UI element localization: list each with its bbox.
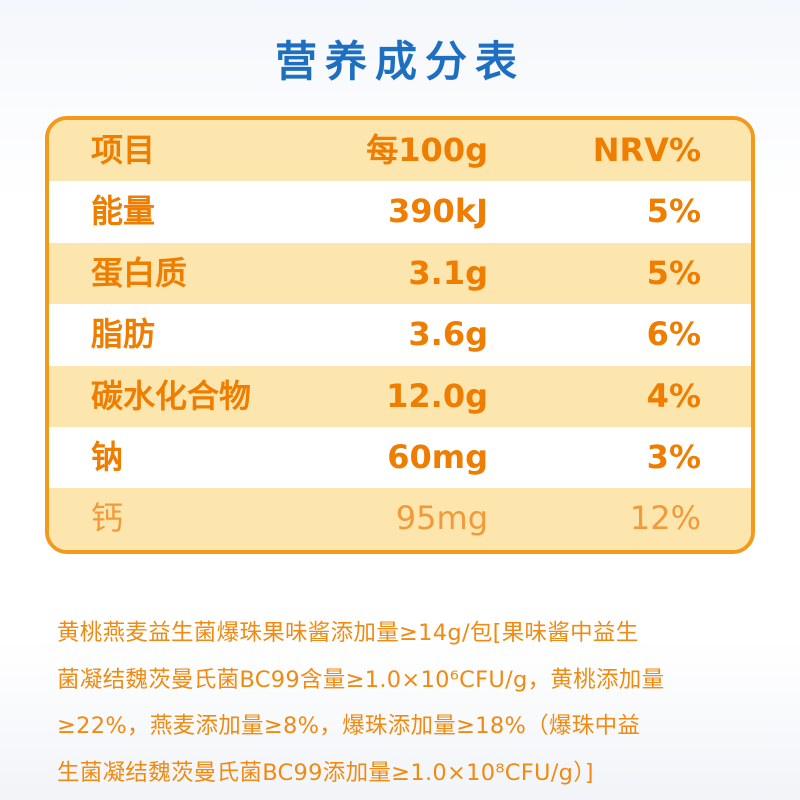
header-cell: 每100g (366, 131, 488, 169)
note-line: ≥22%，燕麦添加量≥8%，爆珠添加量≥18%（爆珠中益 (57, 713, 641, 739)
table-row: 碳水化合物 12.0g 4% (49, 365, 751, 427)
table-cell: 钙 (91, 499, 124, 538)
table-header: 项目 每100g NRV% (49, 120, 751, 182)
header-cell: 项目 (91, 131, 156, 169)
table-cell: 钠 (91, 437, 124, 476)
table-row: 能量 390kJ 5% (49, 181, 751, 242)
table-row: 脂肪 3.6g 6% (49, 304, 751, 365)
note-line: 黄桃燕麦益生菌爆珠果味酱添加量≥14g/包[果味酱中益生 (57, 620, 639, 646)
table-cell: 3.1g (408, 253, 488, 292)
note: 黄桃燕麦益生菌爆珠果味酱添加量≥14g/包[果味酱中益生 菌凝结魏茨曼氏菌BC99… (57, 610, 757, 796)
nutrition-table: 项目 每100g NRV% 能量 390kJ 5% 蛋白质 3.1g 5% 脂肪 3.6g 6% 碳水化… (45, 116, 755, 554)
table-cell: 12% (629, 499, 701, 538)
table-cell: 5% (646, 192, 701, 231)
table-row: 钠 60mg 3% (49, 427, 751, 488)
table-cell: 3% (646, 437, 701, 476)
table-row: 蛋白质 3.1g 5% (49, 242, 751, 305)
table-cell: 6% (646, 315, 701, 354)
table-cell: 4% (646, 376, 701, 415)
table-cell: 能量 (91, 192, 156, 231)
table-row: 钙 95mg 12% (49, 488, 751, 550)
table-cell: 12.0g (386, 376, 488, 415)
title: 营养成分表 (274, 37, 525, 86)
table-cell: 95mg (395, 499, 488, 538)
table-cell: 碳水化合物 (91, 376, 252, 415)
table-cell: 蛋白质 (91, 253, 188, 292)
note-line: 生菌凝结魏茨曼氏菌BC99添加量≥1.0×10⁸CFU/g）] (57, 759, 594, 786)
note-line: 菌凝结魏茨曼氏菌BC99含量≥1.0×10⁶CFU/g，黄桃添加量 (57, 666, 665, 693)
table-cell: 3.6g (408, 315, 488, 354)
header-cell: NRV% (592, 131, 701, 169)
table-cell: 脂肪 (91, 315, 156, 354)
table-cell: 60mg (387, 437, 488, 476)
table-cell: 5% (646, 253, 701, 292)
table-cell: 390kJ (388, 192, 488, 231)
